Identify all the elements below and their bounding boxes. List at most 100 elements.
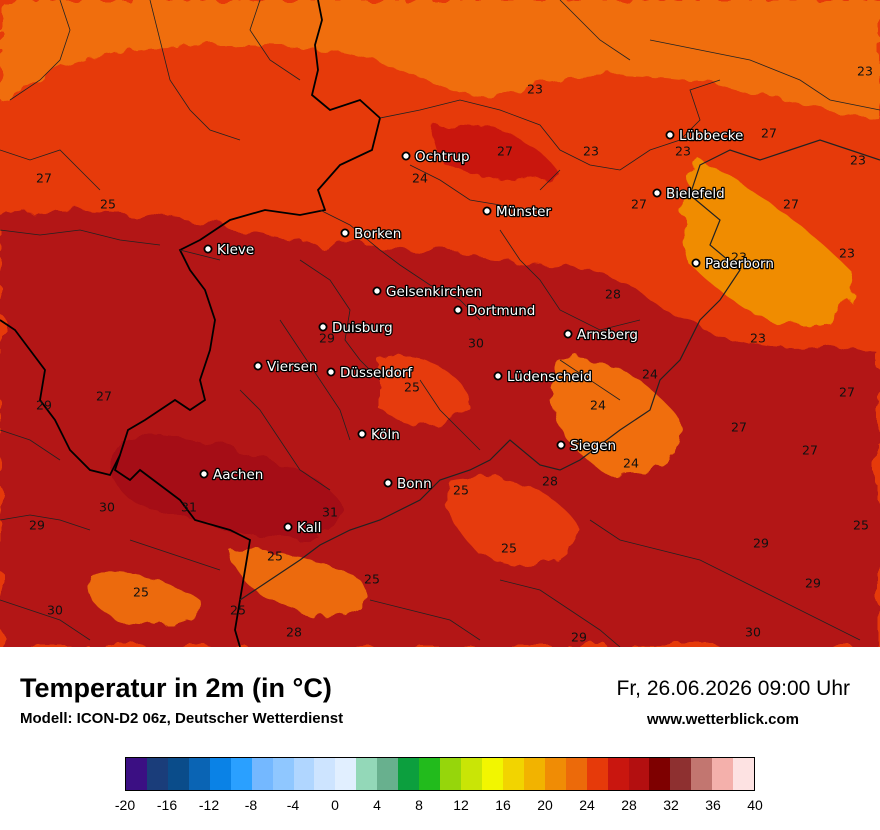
city-dot — [665, 130, 675, 140]
legend-swatch — [419, 758, 441, 790]
legend-swatch — [502, 758, 524, 790]
city-dot — [691, 258, 701, 268]
temperature-value-label: 27 — [839, 385, 855, 400]
temperature-value-label: 24 — [590, 398, 606, 413]
temperature-value-label: 23 — [857, 64, 873, 79]
legend-swatch — [167, 758, 189, 790]
city-siegen[interactable]: Siegen — [556, 437, 617, 455]
city-label: Aachen — [213, 467, 263, 483]
temperature-map[interactable]: 23 23 27 27 23 23 23 24 27 25 27 27 23 23 28 29 23 30 24 25… — [0, 0, 880, 647]
temperature-value-label: 28 — [286, 625, 302, 640]
city-bielefeld[interactable]: Bielefeld — [652, 185, 726, 203]
temperature-value-label: 27 — [96, 389, 112, 404]
city-dot — [401, 151, 411, 161]
legend-swatch — [440, 758, 461, 790]
temperature-value-label: 23 — [839, 246, 855, 261]
temperature-value-label: 25 — [404, 380, 420, 395]
website-link[interactable]: www.wetterblick.com — [647, 711, 799, 728]
temperature-value-label: 30 — [745, 625, 761, 640]
temperature-value-label: 23 — [675, 144, 691, 159]
legend-swatch — [209, 758, 231, 790]
city-dot — [326, 367, 336, 377]
temperature-value-label: 30 — [47, 603, 63, 618]
city-arnsberg[interactable]: Arnsberg — [563, 326, 639, 344]
legend-swatch — [398, 758, 420, 790]
city-münster[interactable]: Münster — [482, 203, 553, 221]
city-köln[interactable]: Köln — [357, 426, 401, 444]
city-dot — [652, 188, 662, 198]
city-label: Duisburg — [332, 320, 393, 336]
legend-swatch — [481, 758, 503, 790]
city-dot — [283, 522, 293, 532]
legend-swatch — [586, 758, 608, 790]
cool-zone-southwest — [87, 573, 201, 627]
city-paderborn[interactable]: Paderborn — [691, 255, 775, 273]
city-dot — [453, 305, 463, 315]
city-kall[interactable]: Kall — [283, 519, 323, 537]
city-borken[interactable]: Borken — [340, 225, 403, 243]
legend-tick-label: -8 — [244, 797, 258, 813]
city-label: Lübbecke — [679, 128, 743, 144]
legend-swatch — [356, 758, 378, 790]
city-label: Düsseldorf — [340, 365, 413, 381]
legend-tick-label: 0 — [331, 797, 339, 813]
legend-swatch — [628, 758, 650, 790]
city-bonn[interactable]: Bonn — [383, 475, 433, 493]
temperature-value-label: 25 — [133, 585, 149, 600]
legend-tick-label: -16 — [156, 797, 178, 813]
temperature-value-label: 25 — [853, 518, 869, 533]
cool-zone-north — [0, 0, 880, 120]
temperature-value-label: 31 — [181, 500, 197, 515]
city-label: Lüdenscheid — [507, 369, 592, 385]
color-scale-legend — [125, 757, 755, 791]
state-border — [239, 139, 880, 601]
temperature-value-label: 27 — [631, 197, 647, 212]
city-ochtrup[interactable]: Ochtrup — [401, 148, 471, 166]
legend-swatch — [146, 758, 168, 790]
city-label: Kall — [297, 520, 321, 536]
city-dortmund[interactable]: Dortmund — [453, 302, 537, 320]
city-viersen[interactable]: Viersen — [253, 358, 319, 376]
city-kleve[interactable]: Kleve — [203, 241, 256, 259]
city-dot — [493, 371, 503, 381]
legend-swatch — [272, 758, 294, 790]
legend-swatch — [712, 758, 734, 790]
legend-tick-label: 4 — [373, 797, 381, 813]
temperature-value-label: 29 — [319, 331, 335, 346]
city-dot — [340, 228, 350, 238]
city-gelsenkirchen[interactable]: Gelsenkirchen — [372, 283, 483, 301]
legend-swatch — [544, 758, 566, 790]
temperature-value-label: 23 — [583, 144, 599, 159]
temperature-value-label: 25 — [501, 541, 517, 556]
temperature-value-label: 27 — [36, 171, 52, 186]
temperature-value-label: 24 — [623, 456, 639, 471]
temperature-value-label: 28 — [605, 287, 621, 302]
legend-tick-label: 24 — [579, 797, 595, 813]
temperature-value-label: 24 — [642, 367, 658, 382]
city-lüdenscheid[interactable]: Lüdenscheid — [493, 368, 593, 386]
city-düsseldorf[interactable]: Düsseldorf — [326, 364, 415, 382]
city-lübbecke[interactable]: Lübbecke — [665, 127, 745, 145]
legend-swatch — [649, 758, 671, 790]
city-label: Viersen — [267, 359, 317, 375]
city-dot — [372, 286, 382, 296]
city-label: Münster — [496, 204, 551, 220]
city-dot — [357, 429, 367, 439]
city-label: Gelsenkirchen — [386, 284, 482, 300]
legend-swatch — [670, 758, 692, 790]
city-duisburg[interactable]: Duisburg — [318, 319, 394, 337]
city-dot — [199, 469, 209, 479]
city-dot — [383, 478, 393, 488]
legend-tick-label: -4 — [286, 797, 300, 813]
legend-swatch — [314, 758, 336, 790]
map-footer: Temperatur in 2m (in °C) Modell: ICON-D2… — [0, 647, 880, 830]
legend-swatch — [523, 758, 545, 790]
city-aachen[interactable]: Aachen — [199, 466, 265, 484]
temperature-value-label: 23 — [527, 82, 543, 97]
city-label: Paderborn — [705, 256, 774, 272]
city-dot — [318, 322, 328, 332]
city-markers: Ochtrup Lübbecke Bielefeld Münster Borken Kle… — [199, 127, 775, 537]
legend-swatch — [126, 758, 147, 790]
warm-zone-north — [430, 122, 560, 183]
legend-swatch — [251, 758, 273, 790]
